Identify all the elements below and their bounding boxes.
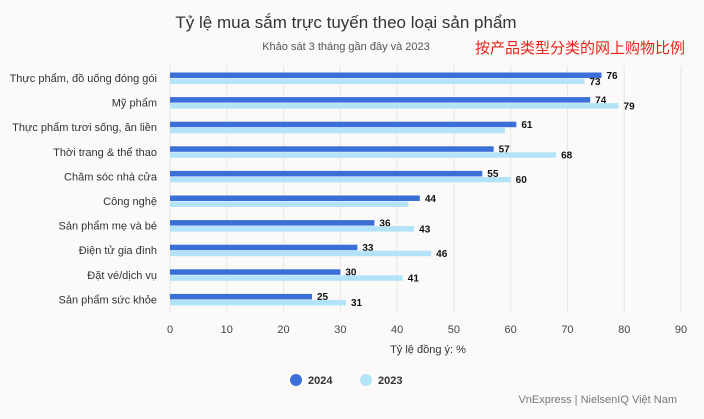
x-tick-label-3: 30: [334, 324, 346, 336]
value-label-2024-1: 74: [595, 95, 607, 106]
x-axis-title: Tỷ lệ đồng ý: %: [390, 344, 466, 356]
x-axis-ticks: 0 10 20 30 40 50 60 70 80 90: [167, 324, 687, 336]
legend-marker-2023: [360, 374, 372, 386]
value-label-2023-7: 46: [436, 249, 448, 260]
value-label-2023-9: 31: [351, 298, 363, 309]
x-tick-label-6: 60: [505, 324, 517, 336]
category-label-3: Thời trang & thể thao: [53, 147, 157, 159]
value-label-2024-9: 25: [317, 292, 329, 303]
bar-2024-8: [170, 269, 341, 275]
x-tick-label-2: 20: [277, 324, 289, 336]
category-label-9: Sản phẩm sức khỏe: [59, 294, 157, 306]
value-label-2024-2: 61: [521, 120, 533, 131]
value-label-2023-6: 43: [419, 224, 431, 235]
value-label-2023-8: 41: [408, 274, 420, 285]
bar-2024-9: [170, 293, 312, 300]
value-label-2024-8: 30: [345, 268, 357, 279]
x-tick-label-4: 40: [391, 324, 403, 336]
chart-title: Tỷ lệ mua sắm trực tuyến theo loại sản p…: [175, 13, 516, 32]
source-note: VnExpress | NielsenIQ Việt Nam: [518, 394, 677, 406]
value-label-2023-0: 73: [589, 77, 601, 88]
category-label-5: Công nghệ: [103, 196, 157, 208]
legend: 2024 2023: [290, 374, 402, 387]
x-tick-label-8: 80: [618, 324, 630, 336]
x-tick-label-7: 70: [561, 324, 573, 336]
bar-2023-5: [170, 201, 409, 207]
category-labels: Thực phẩm, đồ uống đóng gói Mỹ phẩm Thực p…: [10, 73, 158, 306]
bar-2024-3: [170, 146, 494, 152]
category-label-2: Thực phẩm tươi sống, ăn liền: [12, 122, 157, 134]
x-tick-label-9: 90: [675, 324, 687, 336]
x-tick-label-0: 0: [167, 324, 173, 336]
value-label-2023-4: 60: [516, 175, 528, 186]
category-label-7: Điện tử gia đình: [79, 245, 157, 257]
chart-annotation: 按产品类型分类的网上购物比例: [475, 40, 685, 57]
value-label-2023-1: 79: [624, 101, 636, 112]
bar-2023-0: [170, 78, 585, 84]
category-label-6: Sản phẩm mẹ và bé: [59, 221, 157, 233]
x-tick-label-5: 50: [448, 324, 460, 336]
bar-2023-7: [170, 250, 432, 257]
x-tick-label-1: 10: [221, 324, 233, 336]
value-label-2024-6: 36: [379, 218, 391, 229]
bar-2023-9: [170, 299, 347, 306]
bar-2024-4: [170, 170, 483, 177]
bar-2024-0: [170, 72, 602, 78]
category-label-0: Thực phẩm, đồ uống đóng gói: [10, 73, 157, 85]
bar-2024-5: [170, 195, 420, 201]
bar-2023-6: [170, 226, 415, 232]
bar-2023-3: [170, 152, 557, 158]
category-label-1: Mỹ phẩm: [112, 98, 157, 110]
bar-2024-2: [170, 121, 517, 128]
category-label-4: Chăm sóc nhà cửa: [64, 171, 158, 183]
legend-label-2023: 2023: [378, 375, 402, 387]
chart-subtitle: Khảo sát 3 tháng gần đây và 2023: [262, 41, 430, 53]
value-label-2023-3: 68: [561, 151, 573, 162]
value-label-2024-4: 55: [487, 169, 499, 180]
bar-2023-8: [170, 275, 403, 281]
value-label-2024-5: 44: [425, 194, 437, 205]
bar-2023-4: [170, 176, 511, 183]
bar-2023-1: [170, 103, 619, 109]
bar-2024-1: [170, 97, 591, 103]
bar-2023-2: [170, 127, 505, 134]
value-label-2024-0: 76: [607, 71, 619, 82]
value-label-2024-7: 33: [362, 243, 374, 254]
value-label-2024-3: 57: [499, 145, 511, 156]
legend-marker-2024: [290, 374, 302, 386]
bar-2024-6: [170, 220, 375, 226]
bars: 76 73 74 79 61 57 68 55 60 44 36 43 33 46 30 41 25 31: [170, 71, 635, 309]
legend-label-2024: 2024: [308, 375, 333, 387]
bar-2024-7: [170, 244, 358, 251]
category-label-8: Đặt vé/dịch vụ: [87, 270, 157, 282]
